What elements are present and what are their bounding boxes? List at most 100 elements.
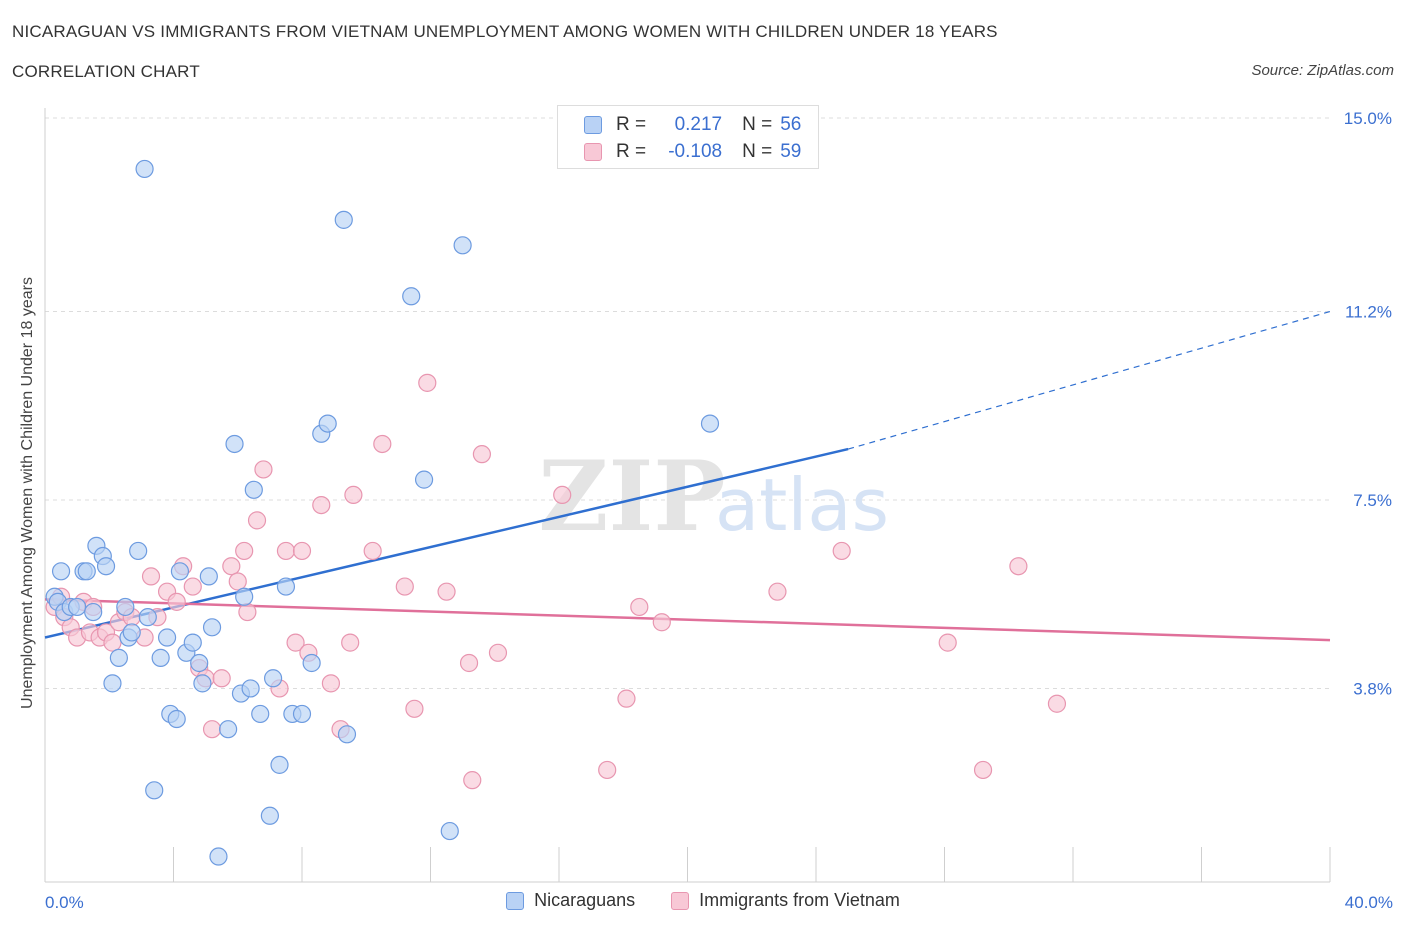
- legend-label: Immigrants from Vietnam: [699, 890, 900, 910]
- point-nicaraguans: [219, 720, 238, 739]
- trendline-nicaraguans-extension: [847, 310, 1331, 450]
- point-vietnam: [321, 674, 341, 693]
- tick-labels: 3.8% 7.5% 11.2% 15.0% 0.0% 40.0%: [45, 109, 1393, 912]
- point-nicaraguans: [241, 679, 260, 698]
- data-points: [45, 159, 1067, 866]
- point-vietnam: [630, 597, 649, 617]
- point-vietnam: [598, 760, 617, 780]
- point-vietnam: [652, 613, 671, 632]
- point-nicaraguans: [276, 577, 296, 596]
- point-vietnam: [1009, 557, 1028, 576]
- point-nicaraguans: [337, 725, 357, 744]
- point-nicaraguans: [151, 648, 170, 667]
- point-vietnam: [235, 541, 254, 561]
- legend-label: Nicaraguans: [534, 890, 636, 910]
- point-nicaraguans: [202, 618, 222, 637]
- point-nicaraguans: [251, 704, 270, 724]
- legend-swatch-pink: [671, 891, 690, 910]
- point-nicaraguans: [414, 470, 434, 489]
- point-nicaraguans: [109, 648, 128, 667]
- point-vietnam: [276, 541, 296, 561]
- point-nicaraguans: [260, 806, 279, 825]
- point-nicaraguans: [334, 210, 353, 229]
- point-nicaraguans: [122, 623, 141, 642]
- stats-n-label: N =: [742, 141, 773, 162]
- stats-r-label: R =: [616, 114, 647, 135]
- point-vietnam: [832, 541, 851, 561]
- source-credit: Source: ZipAtlas.com: [1251, 62, 1394, 79]
- stats-r-value: 0.217: [674, 114, 723, 135]
- point-nicaraguans: [453, 236, 472, 255]
- point-nicaraguans: [138, 608, 157, 627]
- point-vietnam: [247, 511, 267, 530]
- point-nicaraguans: [157, 628, 177, 647]
- point-nicaraguans: [318, 414, 337, 433]
- point-vietnam: [222, 557, 241, 576]
- legend-swatch-blue: [506, 891, 525, 910]
- y-axis-label: Unemployment Among Women with Children U…: [19, 277, 36, 709]
- stats-row-nicaraguans: R = 0.217 N = 56: [584, 112, 801, 138]
- point-vietnam: [488, 643, 508, 662]
- point-vietnam: [312, 495, 331, 515]
- point-vietnam: [341, 633, 360, 652]
- point-vietnam: [459, 653, 479, 673]
- point-nicaraguans: [167, 709, 186, 729]
- stats-r-value: -0.108: [668, 141, 723, 162]
- y-tick-label: 11.2%: [1345, 303, 1392, 322]
- point-vietnam: [437, 582, 456, 601]
- point-nicaraguans: [700, 414, 720, 433]
- point-nicaraguans: [292, 704, 312, 724]
- legend-item-vietnam[interactable]: Immigrants from Vietnam: [671, 890, 900, 911]
- point-nicaraguans: [190, 653, 209, 673]
- point-vietnam: [212, 669, 231, 688]
- point-vietnam: [103, 633, 122, 652]
- point-nicaraguans: [129, 541, 148, 561]
- point-vietnam: [1047, 694, 1067, 713]
- y-tick-label: 7.5%: [1353, 491, 1392, 510]
- point-vietnam: [617, 689, 636, 708]
- point-nicaraguans: [225, 434, 244, 454]
- point-vietnam: [405, 699, 424, 718]
- chart-legend: Nicaraguans Immigrants from Vietnam: [0, 890, 1406, 911]
- stats-box: R = 0.217 N = 56 R = -0.108 N = 59: [557, 105, 819, 169]
- point-vietnam: [463, 771, 482, 790]
- point-vietnam: [254, 460, 273, 479]
- point-nicaraguans: [199, 567, 218, 586]
- point-vietnam: [938, 633, 957, 652]
- point-vietnam: [472, 445, 491, 464]
- point-nicaraguans: [170, 562, 190, 581]
- point-vietnam: [167, 592, 186, 611]
- point-nicaraguans: [145, 781, 164, 800]
- stats-r-label: R =: [616, 141, 647, 162]
- point-nicaraguans: [103, 674, 122, 693]
- point-nicaraguans: [440, 821, 459, 841]
- chart-subtitle: CORRELATION CHART: [12, 62, 200, 81]
- point-vietnam: [292, 541, 312, 561]
- point-nicaraguans: [402, 287, 421, 306]
- point-nicaraguans: [209, 847, 228, 866]
- point-vietnam: [202, 720, 222, 739]
- point-vietnam: [418, 373, 437, 392]
- point-vietnam: [344, 485, 363, 505]
- point-vietnam: [553, 485, 572, 505]
- point-vietnam: [141, 567, 161, 586]
- point-nicaraguans: [183, 633, 202, 652]
- trendline-vietnam: [44, 598, 1331, 642]
- legend-item-nicaraguans[interactable]: Nicaraguans: [506, 890, 635, 911]
- point-vietnam: [768, 582, 787, 601]
- point-vietnam: [373, 434, 392, 454]
- watermark-atlas: atlas: [715, 463, 889, 547]
- y-tick-label: 3.8%: [1353, 679, 1392, 698]
- x-tick-label: 40.0%: [1345, 893, 1393, 912]
- y-tick-label: 15.0%: [1344, 109, 1392, 128]
- stats-swatch-blue: [584, 116, 602, 134]
- point-nicaraguans: [302, 653, 321, 673]
- point-nicaraguans: [51, 562, 71, 581]
- axes: [44, 108, 1331, 883]
- stats-row-vietnam: R = -0.108 N = 59: [584, 139, 801, 165]
- point-nicaraguans: [68, 597, 87, 617]
- stats-n-value: 59: [780, 141, 802, 162]
- point-nicaraguans: [263, 669, 283, 688]
- point-vietnam: [363, 541, 382, 561]
